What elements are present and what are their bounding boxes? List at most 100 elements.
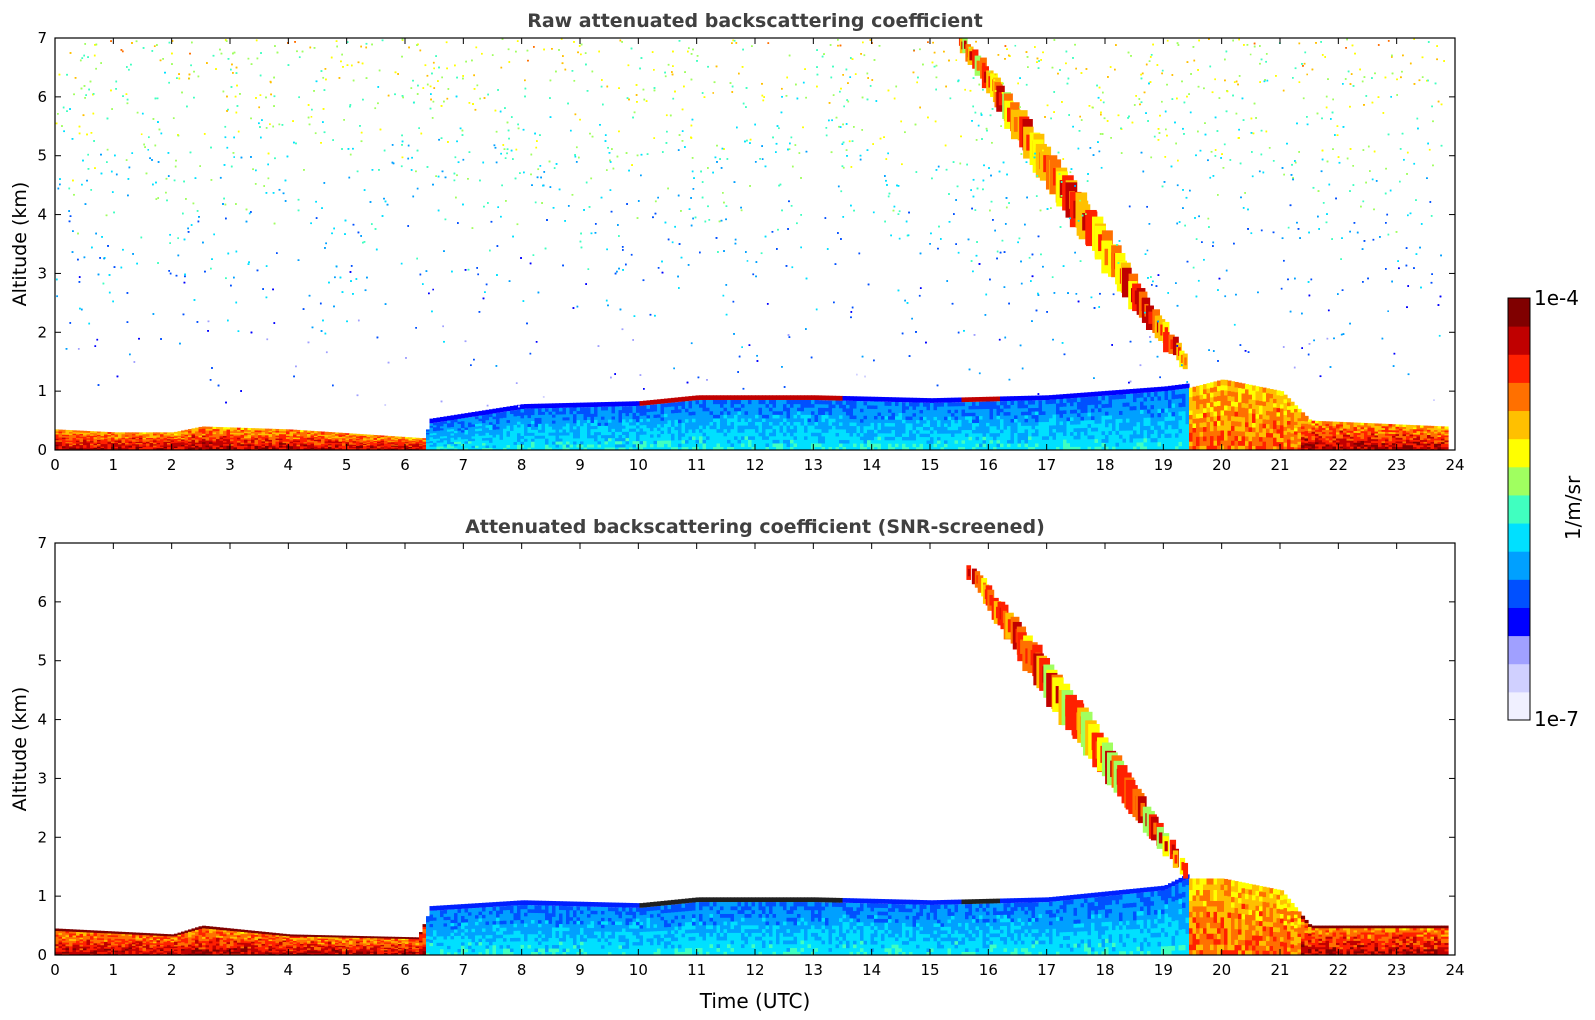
heatmap-cell — [842, 442, 847, 448]
heatmap-cell — [713, 428, 718, 433]
heatmap-cell — [1171, 411, 1176, 417]
heatmap-cell — [720, 421, 725, 426]
heatmap-cell — [184, 442, 189, 445]
heatmap-cell — [996, 404, 1001, 409]
heatmap-cell — [139, 432, 144, 435]
heatmap-cell — [583, 413, 588, 418]
heatmap-cell — [135, 441, 140, 444]
heatmap-cell — [965, 412, 970, 417]
heatmap-cell — [622, 440, 627, 445]
heatmap-cell — [674, 409, 679, 414]
heatmap-cell — [636, 434, 641, 439]
heatmap-cell — [1038, 400, 1043, 405]
heatmap-cell — [842, 446, 847, 450]
heatmap-cell — [394, 444, 399, 446]
heatmap-cell — [1056, 428, 1061, 433]
heatmap-cell — [146, 446, 151, 449]
heatmap-cell — [1147, 441, 1152, 447]
heatmap-cell — [611, 431, 616, 436]
heatmap-cell — [744, 446, 749, 450]
heatmap-cell — [804, 428, 809, 433]
heatmap-cell — [667, 426, 672, 431]
heatmap-cell — [576, 416, 581, 421]
heatmap-cell — [419, 438, 424, 441]
heatmap-cell — [1136, 405, 1141, 411]
heatmap-cell — [653, 436, 658, 441]
heatmap-cell — [884, 443, 889, 448]
heatmap-cell — [902, 405, 907, 410]
heatmap-cell — [447, 441, 452, 445]
heatmap-cell — [1224, 394, 1229, 401]
heatmap-cell — [1087, 396, 1092, 402]
heatmap-cell — [793, 421, 798, 426]
heatmap-cell — [107, 432, 112, 434]
heatmap-cell — [947, 416, 952, 421]
heatmap-cell — [1210, 440, 1215, 446]
heatmap-cell — [741, 395, 746, 400]
heatmap-cell — [1066, 398, 1071, 403]
heatmap-cell — [422, 441, 427, 444]
heatmap-cell — [919, 433, 924, 438]
heatmap-cell — [1010, 421, 1015, 427]
heatmap-cell — [380, 436, 385, 439]
heatmap-cell — [615, 440, 620, 445]
heatmap-cell — [191, 440, 196, 443]
heatmap-cell — [1206, 445, 1211, 450]
heatmap-cell — [461, 434, 466, 438]
heatmap-cell — [461, 429, 466, 433]
heatmap-cell — [979, 422, 984, 427]
heatmap-cell — [1105, 415, 1110, 420]
heatmap-cell — [317, 444, 322, 447]
heatmap-cell — [1178, 423, 1183, 429]
heatmap-cell — [951, 446, 956, 450]
heatmap-cell — [611, 409, 616, 414]
heatmap-cell — [937, 412, 942, 417]
heatmap-cell — [79, 438, 84, 441]
heatmap-cell — [167, 437, 172, 440]
heatmap-cell — [289, 430, 294, 434]
heatmap-cell — [916, 436, 921, 441]
heatmap-cell — [1112, 406, 1117, 412]
heatmap-cell — [1136, 413, 1141, 419]
heatmap-cell — [1021, 404, 1026, 409]
heatmap-cell — [594, 440, 599, 445]
heatmap-cell — [891, 422, 896, 427]
heatmap-cell — [489, 439, 494, 443]
heatmap-cell — [380, 441, 385, 444]
heatmap-cell — [1220, 419, 1225, 426]
heatmap-cell — [433, 442, 438, 445]
heatmap-cell — [265, 445, 270, 448]
heatmap-cell — [261, 442, 266, 445]
heatmap-cell — [902, 422, 907, 427]
heatmap-cell — [1227, 380, 1232, 387]
heatmap-cell — [1206, 430, 1211, 437]
heatmap-cell — [156, 444, 161, 447]
heatmap-cell — [846, 411, 851, 416]
heatmap-cell — [975, 425, 980, 430]
heatmap-cell — [100, 447, 105, 450]
heatmap-cell — [566, 416, 571, 421]
heatmap-cell — [443, 441, 448, 445]
heatmap-cell — [142, 434, 147, 437]
heatmap-cell — [926, 423, 931, 428]
heatmap-cell — [118, 436, 123, 438]
heatmap-cell — [618, 415, 623, 420]
heatmap-cell — [982, 429, 987, 434]
heatmap-cell — [1234, 440, 1239, 446]
heatmap-cell — [1136, 441, 1141, 447]
heatmap-cell — [1168, 428, 1173, 434]
heatmap-cell — [772, 428, 777, 433]
heatmap-cell — [506, 406, 511, 412]
heatmap-cell — [436, 424, 441, 427]
heatmap-cell — [321, 438, 326, 441]
heatmap-cell — [216, 438, 221, 441]
heatmap-cell — [1115, 406, 1120, 412]
heatmap-cell — [716, 439, 721, 444]
heatmap-cell — [282, 442, 287, 445]
heatmap-cell — [713, 403, 718, 408]
heatmap-cell — [216, 435, 221, 438]
heatmap-cell — [345, 439, 350, 441]
heatmap-cell — [884, 415, 889, 420]
heatmap-cell — [1052, 410, 1057, 415]
heatmap-cell — [307, 433, 312, 436]
